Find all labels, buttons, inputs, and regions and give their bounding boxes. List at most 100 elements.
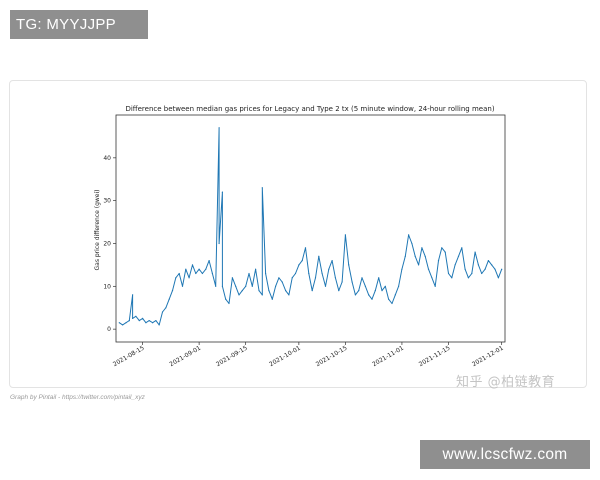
data-point <box>497 277 499 279</box>
data-point <box>348 264 350 266</box>
data-point <box>358 290 360 292</box>
data-point <box>304 247 307 249</box>
data-point <box>245 285 247 287</box>
data-point <box>437 260 440 262</box>
data-point <box>152 322 154 324</box>
plot-area <box>115 114 506 343</box>
data-point <box>414 255 416 257</box>
data-point <box>477 264 479 266</box>
y-tick-label: 10 <box>103 283 111 290</box>
data-point <box>251 285 253 287</box>
data-point <box>378 277 380 279</box>
watermark-bottom: www.lcscfwz.com <box>420 440 590 469</box>
data-point <box>461 247 463 249</box>
chart-caption: Graph by Pintail - https://twitter.com/p… <box>10 394 145 401</box>
data-point <box>364 285 366 287</box>
chart-title: Difference between median gas prices for… <box>125 105 494 113</box>
data-point <box>388 298 390 300</box>
data-point <box>248 272 250 275</box>
y-axis-ticks: 0 10 20 30 40 <box>103 155 116 333</box>
data-point <box>398 285 400 287</box>
data-point <box>241 290 243 292</box>
data-point <box>381 290 383 292</box>
data-point <box>421 247 423 249</box>
y-tick-label: 20 <box>103 240 111 247</box>
data-point <box>318 255 320 257</box>
data-point <box>125 322 127 324</box>
data-point <box>221 191 223 193</box>
data-point <box>434 285 436 287</box>
data-point <box>314 277 317 279</box>
data-point <box>308 272 310 275</box>
data-point <box>132 317 134 319</box>
data-point <box>384 285 386 287</box>
y-tick-label: 30 <box>103 198 111 205</box>
data-point <box>225 298 227 300</box>
data-point <box>235 285 237 287</box>
data-point <box>155 320 157 322</box>
data-point <box>195 272 197 275</box>
data-point <box>275 285 277 287</box>
data-point <box>457 255 460 257</box>
x-tick-label: 2021-11-01 <box>371 345 405 369</box>
data-point <box>201 272 203 275</box>
x-axis-ticks: 2021-08-15 2021-09-01 2021-09-15 2021-10-01… <box>112 342 505 368</box>
x-tick-label: 2021-12-01 <box>471 345 505 369</box>
data-point <box>148 320 150 322</box>
data-point <box>168 298 170 300</box>
data-point <box>351 281 353 283</box>
data-point <box>208 260 210 262</box>
x-tick-label: 2021-10-15 <box>315 345 349 369</box>
watermark-top: TG: MYYJJPP <box>10 10 148 39</box>
data-point <box>285 290 287 292</box>
data-point <box>431 277 433 279</box>
data-point <box>368 294 370 296</box>
data-point <box>211 272 213 275</box>
data-point <box>135 315 137 317</box>
x-tick-label: 2021-10-01 <box>268 345 302 369</box>
data-point <box>311 290 313 292</box>
data-point <box>171 290 174 292</box>
data-point <box>261 294 263 296</box>
data-point <box>231 277 233 279</box>
data-point <box>361 277 363 279</box>
data-point <box>138 320 140 322</box>
data-point <box>191 264 194 266</box>
data-point <box>474 251 476 253</box>
data-point <box>294 272 297 275</box>
data-point <box>501 268 503 270</box>
data-point <box>255 268 257 270</box>
series-points <box>118 127 503 326</box>
data-point <box>334 277 336 279</box>
y-axis-label: Gas price difference (gwei) <box>94 190 101 271</box>
data-point <box>145 322 147 324</box>
data-point <box>324 285 327 287</box>
data-point <box>198 268 200 270</box>
data-point <box>487 260 489 262</box>
data-point <box>454 264 456 266</box>
data-point <box>288 294 290 296</box>
data-point <box>344 234 346 236</box>
data-point <box>451 277 453 279</box>
data-point <box>128 320 130 322</box>
data-point <box>371 298 373 300</box>
data-point <box>265 272 267 275</box>
data-point <box>205 268 207 270</box>
data-point <box>321 272 323 275</box>
data-point <box>328 268 330 270</box>
data-point <box>391 302 393 305</box>
data-point <box>331 260 333 262</box>
data-point <box>471 272 473 275</box>
watermark-zhihu: 知乎 @柏链教育 <box>456 375 556 390</box>
data-point <box>427 268 430 270</box>
data-point <box>258 290 260 292</box>
data-point <box>484 268 486 270</box>
data-point <box>408 234 410 236</box>
data-point <box>132 294 134 296</box>
data-point <box>354 294 356 296</box>
data-point <box>481 272 483 275</box>
data-point <box>394 294 396 296</box>
y-tick-label: 0 <box>107 326 111 333</box>
data-point <box>424 255 426 257</box>
